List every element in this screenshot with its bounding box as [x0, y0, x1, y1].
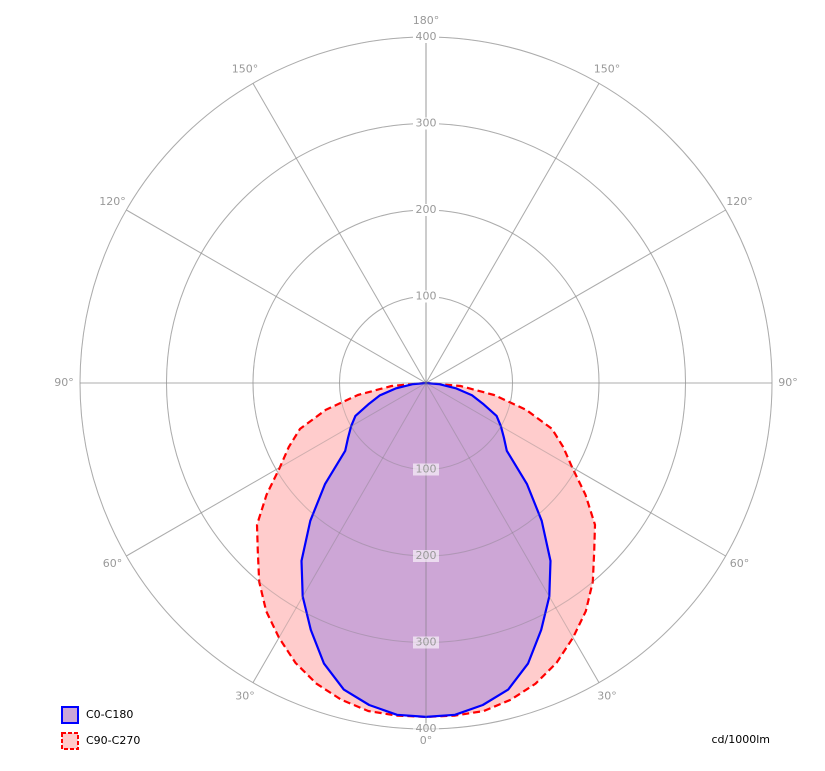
angle-label: 180° [413, 14, 440, 27]
r-tick-label: 100 [416, 290, 437, 303]
grid-spoke [126, 209, 427, 384]
tick-label-bg [413, 463, 439, 476]
grid-spoke [425, 209, 726, 384]
grid-spoke-overlay [126, 382, 427, 557]
grid-spoke-overlay [425, 382, 600, 683]
angle-label: 150° [232, 62, 259, 75]
tick-label-bg [413, 723, 439, 735]
grid-spoke-overlay [252, 382, 427, 683]
tick-label-bg [413, 290, 439, 303]
angle-label: 30° [597, 690, 617, 703]
legend-swatch [61, 732, 79, 750]
angle-label: 120° [99, 195, 126, 208]
r-tick-label: 400 [416, 30, 437, 43]
unit-label: cd/1000lm [711, 733, 770, 746]
angle-label: 0° [420, 734, 433, 747]
angle-label: 30° [235, 690, 255, 703]
r-tick-label: 200 [416, 549, 437, 562]
grid-spoke [425, 83, 600, 384]
grid-spoke-overlay [425, 382, 726, 557]
grid-spoke [252, 83, 427, 384]
r-tick-label: 300 [416, 636, 437, 649]
grid-spoke-overlay [126, 209, 427, 384]
legend-label: C0-C180 [86, 708, 133, 721]
tick-label-bg [413, 31, 439, 43]
legend-label: C90-C270 [86, 734, 140, 747]
r-tick-label: 200 [416, 203, 437, 216]
grid-spoke-overlay [425, 83, 600, 384]
r-tick-label: 400 [416, 722, 437, 735]
tick-label-bg [413, 117, 439, 130]
tick-label-bg [413, 636, 439, 649]
grid-spoke-overlay [425, 209, 726, 384]
tick-label-bg [413, 550, 439, 562]
r-tick-label: 100 [416, 463, 437, 476]
tick-label-bg [413, 204, 439, 216]
intensity-curve [300, 381, 552, 718]
angle-label: 90° [778, 376, 798, 389]
r-tick-label: 300 [416, 117, 437, 130]
angle-label: 150° [594, 62, 621, 75]
legend-swatch [61, 706, 79, 724]
grid-spoke-overlay [252, 83, 427, 384]
angle-label: 60° [730, 557, 750, 570]
angle-label: 60° [103, 557, 123, 570]
angle-label: 120° [726, 195, 753, 208]
angle-label: 90° [54, 376, 74, 389]
